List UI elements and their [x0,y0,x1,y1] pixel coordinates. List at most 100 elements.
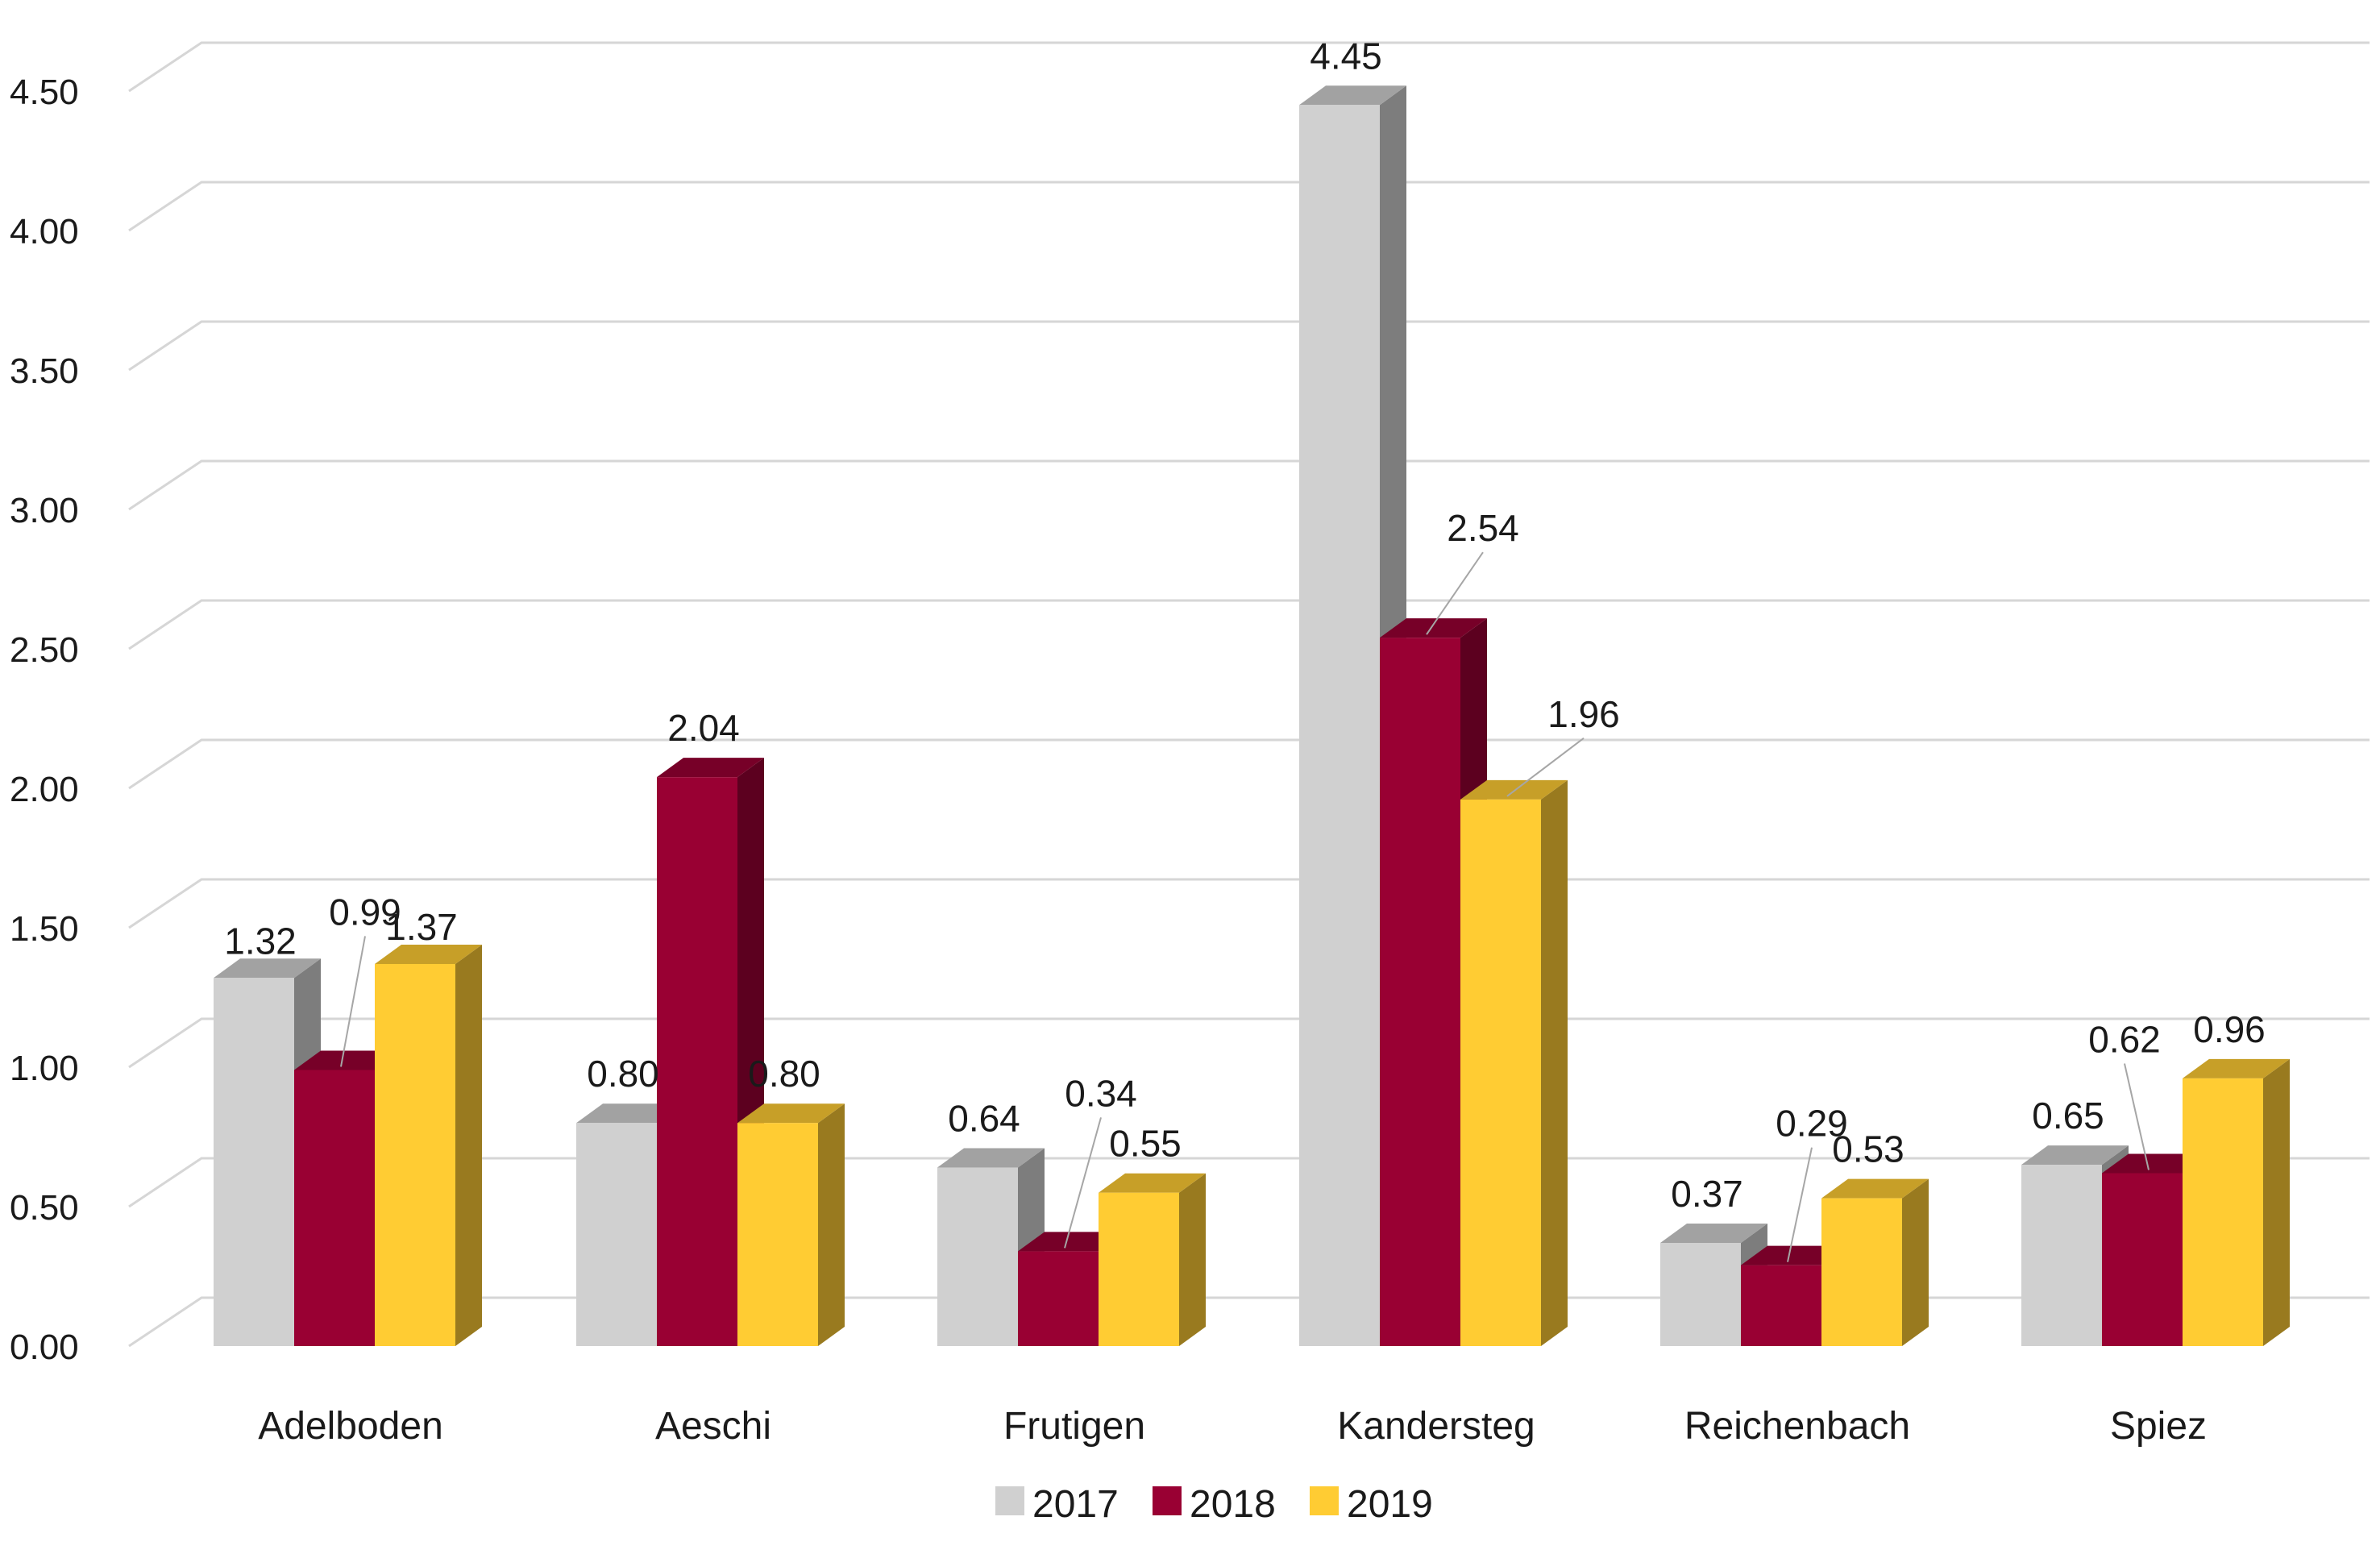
bar-2018-kandersteg [1380,638,1460,1346]
data-label: 0.64 [948,1098,1020,1140]
legend-swatch-2018 [1153,1486,1182,1515]
bar-top-2018 [1018,1232,1125,1252]
data-label: 2.04 [667,707,740,749]
bar-2019-adelboden [375,963,455,1346]
bar-2019-kandersteg [1460,799,1541,1346]
data-label: 4.45 [1310,35,1382,77]
data-label: 0.65 [2032,1095,2104,1137]
bar-side-2019 [818,1103,845,1346]
leader-line [340,936,366,1067]
gridline [128,320,2370,372]
leader-line [1506,738,1585,797]
data-label: 0.96 [2193,1008,2266,1050]
bar-top-2017 [2021,1145,2129,1166]
bar-2017-aeschi [576,1123,657,1346]
bar-top-2017 [576,1103,683,1124]
grid [128,41,2370,1348]
y-tick-label: 1.50 [10,909,79,949]
y-tick-label: 3.00 [10,491,79,530]
bar-2019-aeschi [737,1123,818,1346]
bar-side-2019 [1902,1178,1929,1346]
bar-top-2017 [937,1148,1045,1168]
x-tick-label: Frutigen [1003,1405,1145,1448]
bar-2017-frutigen [937,1167,1018,1346]
gridline [128,878,2370,929]
bar-top-2018 [1380,618,1487,638]
data-label: 1.32 [224,920,297,962]
y-tick-label: 2.00 [10,770,79,809]
bar-2018-spiez [2102,1173,2183,1346]
legend: 2017 2018 2019 [995,1483,1433,1526]
bar-top-2019 [1821,1178,1929,1199]
data-label: 0.62 [2088,1018,2161,1060]
x-tick-label: Spiez [2110,1405,2207,1448]
leader-line [2124,1063,2149,1170]
bar-2019-reichenbach [1821,1198,1902,1346]
gridline [128,599,2370,650]
x-tick-label: Reichenbach [1684,1405,1910,1448]
bar-top-2017 [214,958,321,979]
bar-top-2019 [2183,1058,2290,1078]
data-label: 0.55 [1109,1123,1182,1165]
gridline [128,1296,2370,1348]
bar-top-2018 [2102,1153,2209,1174]
data-label: 0.99 [329,891,401,933]
bar-2018-aeschi [657,777,737,1346]
y-tick-label: 0.50 [10,1188,79,1228]
x-tick-label: Adelboden [258,1405,443,1448]
data-label: 2.54 [1447,507,1519,549]
data-label: 0.29 [1776,1103,1848,1145]
data-label: 0.80 [587,1053,659,1095]
leader-line [1064,1117,1102,1249]
bar-top-2017 [1299,85,1406,106]
bar-2017-spiez [2021,1165,2102,1346]
legend-swatch-2017 [995,1486,1024,1515]
legend-label: 2018 [1190,1483,1276,1526]
data-label: 0.53 [1832,1128,1904,1170]
bar-2017-kandersteg [1299,105,1380,1346]
bars [214,85,2290,1346]
leader-line [1787,1147,1813,1262]
y-tick-label: 1.00 [10,1049,79,1088]
bar-side-2019 [1541,779,1568,1346]
legend-label: 2019 [1347,1483,1433,1526]
label-leader-lines [340,551,2149,1262]
bar-2017-adelboden [214,978,294,1346]
gridline [128,1017,2370,1069]
data-label: 1.96 [1547,693,1620,735]
legend-swatch-2019 [1310,1486,1339,1515]
bar-side-2019 [1179,1173,1206,1346]
bar-2019-spiez [2183,1078,2263,1346]
y-tick-label: 2.50 [10,630,79,670]
y-axis-tick-labels: 0.00 0.50 1.00 1.50 2.00 2.50 3.00 3.50 4.00 4.50 [10,73,79,1367]
y-tick-label: 4.50 [10,73,79,112]
gridline [128,1157,2370,1208]
bar-top-2019 [375,944,482,964]
x-axis-category-labels: Adelboden Aeschi Frutigen Kandersteg Reichen… [258,1405,2207,1448]
data-labels: 1.32 0.991.37 0.80 2.04 0.80 0.64 0.34 0.55 4.45… [224,35,2266,1215]
bar-2019-frutigen [1099,1192,1179,1346]
bar-side-2019 [2263,1058,2290,1346]
bar-top-2019 [1460,779,1568,800]
gridline [128,181,2370,232]
gridline [128,41,2370,93]
data-label: 1.37 [385,906,458,948]
gridline [128,459,2370,511]
y-tick-label: 0.00 [10,1328,79,1367]
bar-top-2018 [294,1050,401,1070]
x-tick-label: Kandersteg [1337,1405,1535,1448]
bar-2018-reichenbach [1741,1265,1821,1346]
bar-top-2017 [1660,1223,1767,1243]
bar-2018-adelboden [294,1070,375,1346]
y-tick-label: 3.50 [10,351,79,391]
bar-2018-frutigen [1018,1251,1099,1346]
bar-top-2019 [1099,1173,1206,1193]
bar-top-2018 [657,758,764,778]
bar-top-2019 [737,1103,845,1124]
y-tick-label: 4.00 [10,212,79,251]
data-label: 0.37 [1671,1173,1743,1215]
x-tick-label: Aeschi [655,1405,771,1448]
data-label: 0.80 [748,1053,820,1095]
bar-side-2019 [455,944,482,1346]
